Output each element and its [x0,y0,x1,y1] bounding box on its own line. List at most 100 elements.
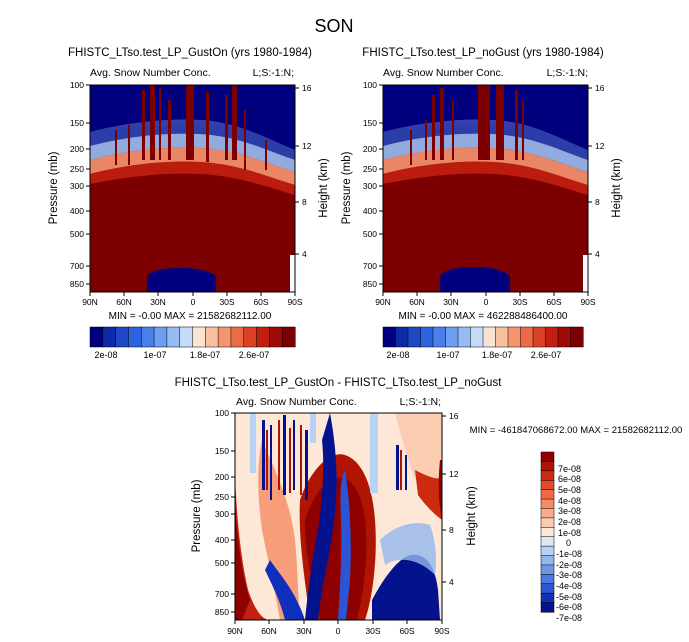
y-right-tick-label: 12 [302,141,312,151]
colorbar-swatch [540,574,555,585]
colorbar-swatch [540,602,555,613]
y-tick-label: 700 [215,589,229,599]
axis-bottom: 90N 60N 30N 0 30S 60S 90S [82,292,303,307]
axis-left: 100 150 200 250 300 400 500 700 850 [363,80,383,289]
colorbar-swatch [192,326,206,348]
colorbar-tick-label: 1.8e-07 [190,350,221,360]
colorbar-tick-label: -4e-08 [556,581,582,591]
colorbar-tick-label: -2e-08 [556,560,582,570]
colorbar-swatch [482,326,497,348]
colorbar-swatch [395,326,409,348]
y-tick-label: 700 [70,261,84,271]
colorbar-tick-label: -3e-08 [556,570,582,580]
colorbar-swatch [89,326,104,348]
y-tick-label: 400 [363,206,377,216]
axis-bottom: 90N 60N 30N 0 30S 60S 90S [227,620,450,636]
colorbar-tick-label: 2.6e-07 [239,350,270,360]
plot-area [234,412,443,621]
colorbar-swatch [281,326,296,348]
colorbar-tick-label: 2.6e-07 [531,350,562,360]
colorbar-tick-label: 2e-08 [558,517,581,527]
colorbar-labels-no-gust: 2e-08 1e-07 1.8e-07 2.6e-07 [386,350,561,360]
y-tick-label: 500 [70,229,84,239]
panel-subtitle-left: Avg. Snow Number Conc. [383,67,504,79]
plot-area [382,84,589,293]
x-tick-label: 90N [227,626,243,636]
colorbar-swatch [545,326,559,348]
colorbar-labels-gust-on: 2e-08 1e-07 1.8e-07 2.6e-07 [94,350,269,360]
colorbar-gust-on [89,326,296,348]
y-right-tick-label: 8 [595,197,600,207]
colorbar-swatch [217,326,232,348]
axis-right: 16 12 8 4 [295,83,312,259]
colorbar-swatch [540,536,555,547]
y-tick-label: 300 [70,181,84,191]
y-tick-label: 150 [70,118,84,128]
y-tick-label: 300 [215,509,229,519]
axis-left: 100 150 200 250 300 400 500 700 850 [70,80,90,289]
y-axis-label: Pressure (mb) [48,151,60,224]
y-tick-label: 150 [363,118,377,128]
panel-title: FHISTC_LTso.test_LP_noGust (yrs 1980-198… [362,47,604,59]
colorbar-tick-label: 1.8e-07 [482,350,513,360]
y-tick-label: 850 [70,279,84,289]
y-tick-label: 700 [363,261,377,271]
panel-title: FHISTC_LTso.test_LP_GustOn (yrs 1980-198… [68,47,312,59]
colorbar-tick-label: 4e-08 [558,496,581,506]
colorbar-swatch [540,564,555,575]
colorbar-swatch [382,326,397,348]
y-tick-label: 200 [70,144,84,154]
colorbar-swatch [540,527,555,538]
colorbar-swatch [243,326,258,348]
colorbar-swatch [540,470,555,481]
axis-left: 100 150 200 250 300 400 500 700 850 [215,408,235,617]
x-tick-label: 30S [512,297,527,307]
x-tick-label: 60S [253,297,268,307]
colorbar-swatch [495,326,509,348]
colorbar-labels-difference: 7e-08 6e-08 5e-08 4e-08 3e-08 2e-08 1e-0… [556,464,582,623]
colorbar-swatch [153,326,168,348]
x-tick-label: 0 [484,297,489,307]
figure-title: SON [314,16,353,36]
y-right-tick-label: 8 [449,525,454,535]
panel-subtitle-right: L;S:-1:N; [400,396,441,408]
colorbar-swatch [540,508,555,519]
x-tick-label: 90S [434,626,449,636]
colorbar-swatch [540,461,555,472]
colorbar-swatch [205,326,219,348]
colorbar-tick-label: -7e-08 [556,613,582,623]
x-tick-label: 90N [82,297,98,307]
colorbar-swatch [557,326,572,348]
x-tick-label: 90S [580,297,595,307]
x-tick-label: 60S [546,297,561,307]
colorbar-swatch [420,326,434,348]
colorbar-difference [540,451,555,613]
y-tick-label: 300 [363,181,377,191]
axis-right: 16 12 8 4 [442,411,459,587]
colorbar-swatch [532,326,547,348]
x-tick-label: 0 [336,626,341,636]
axis-right: 16 12 8 4 [588,83,605,259]
y-tick-label: 200 [363,144,377,154]
colorbar-tick-label: 2e-08 [386,350,409,360]
y-right-tick-label: 12 [449,469,459,479]
y-right-tick-label: 16 [595,83,605,93]
y-axis-label: Pressure (mb) [341,151,353,224]
panel-gust-on: FHISTC_LTso.test_LP_GustOn (yrs 1980-198… [48,47,330,322]
colorbar-swatch [540,545,555,557]
y-right-axis-label: Height (km) [318,158,330,218]
colorbar-tick-label: 1e-07 [436,350,459,360]
y-tick-label: 500 [215,558,229,568]
panel-subtitle-left: Avg. Snow Number Conc. [236,396,357,408]
colorbar-swatch [507,326,522,348]
colorbar-swatch [540,592,555,604]
y-tick-label: 100 [363,80,377,90]
x-tick-label: 90N [375,297,391,307]
y-tick-label: 400 [215,535,229,545]
colorbar-swatch [540,555,555,566]
colorbar-tick-label: 6e-08 [558,474,581,484]
x-tick-label: 60S [399,626,414,636]
colorbar-tick-label: 0 [566,538,571,548]
colorbar-tick-label: 7e-08 [558,464,581,474]
y-tick-label: 250 [215,492,229,502]
